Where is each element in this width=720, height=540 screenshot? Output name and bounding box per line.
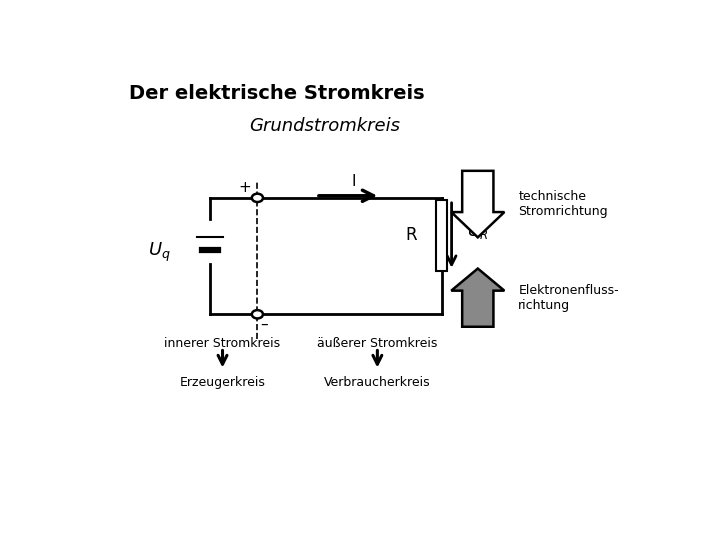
Polygon shape bbox=[451, 268, 505, 327]
Text: innerer Stromkreis: innerer Stromkreis bbox=[164, 337, 281, 350]
Circle shape bbox=[253, 194, 262, 201]
Text: –: – bbox=[261, 317, 268, 332]
Text: $U_R$: $U_R$ bbox=[467, 221, 488, 241]
Text: Verbraucherkreis: Verbraucherkreis bbox=[324, 376, 431, 389]
Text: technische
Stromrichtung: technische Stromrichtung bbox=[518, 190, 608, 218]
Text: Erzeugerkreis: Erzeugerkreis bbox=[179, 376, 266, 389]
Text: Grundstromkreis: Grundstromkreis bbox=[249, 117, 400, 135]
Bar bbox=[436, 200, 447, 271]
Circle shape bbox=[253, 310, 262, 318]
Polygon shape bbox=[451, 171, 505, 238]
Text: Der elektrische Stromkreis: Der elektrische Stromkreis bbox=[129, 84, 425, 103]
Text: Elektronenfluss-
richtung: Elektronenfluss- richtung bbox=[518, 284, 619, 312]
Text: $U_q$: $U_q$ bbox=[148, 240, 171, 264]
Text: +: + bbox=[239, 180, 251, 195]
Text: R: R bbox=[405, 226, 417, 244]
Text: äußerer Stromkreis: äußerer Stromkreis bbox=[318, 337, 438, 350]
Text: I: I bbox=[351, 174, 356, 188]
